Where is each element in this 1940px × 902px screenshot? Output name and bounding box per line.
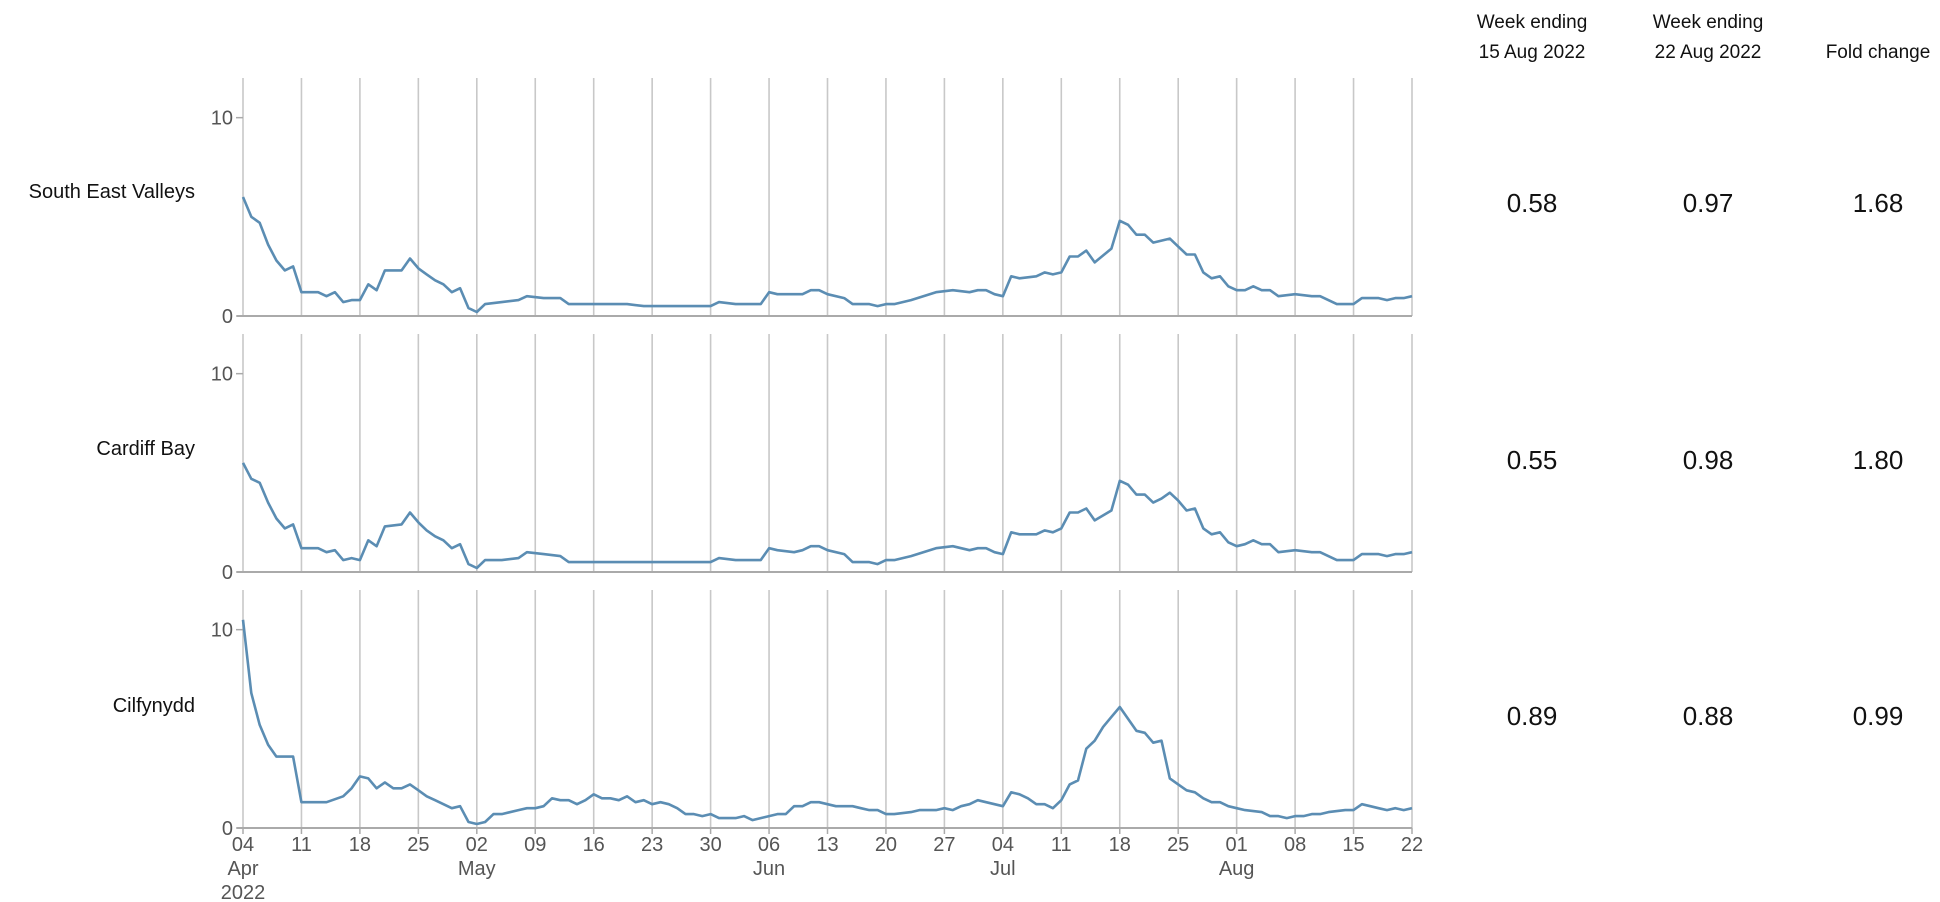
value-week-15-aug: 0.55 bbox=[1506, 445, 1558, 475]
x-tick-label-day: 18 bbox=[1109, 834, 1131, 856]
y-tick-label: 0 bbox=[222, 818, 233, 840]
row-label-cilfynydd: Cilfynydd bbox=[112, 695, 195, 717]
row-label-cardiff-bay: Cardiff Bay bbox=[96, 438, 195, 460]
x-tick-label-day: 22 bbox=[1401, 834, 1423, 856]
x-tick-label-month: Apr bbox=[227, 858, 258, 880]
y-tick-label: 0 bbox=[222, 562, 233, 584]
x-tick-label-day: 11 bbox=[291, 834, 312, 856]
x-tick-label-day: 02 bbox=[466, 834, 488, 856]
header-line: Week ending bbox=[1476, 12, 1588, 33]
value-fold-change: 1.80 bbox=[1852, 445, 1904, 475]
x-tick-label-day: 09 bbox=[524, 834, 546, 856]
header-line: Fold change bbox=[1825, 42, 1931, 63]
x-tick-label-day: 18 bbox=[349, 834, 371, 856]
series-line bbox=[241, 196, 1413, 314]
header-week-22-aug: Week ending 22 Aug 2022 bbox=[1628, 8, 1788, 68]
x-tick-label-day: 01 bbox=[1226, 834, 1248, 856]
header-line: Week ending bbox=[1652, 12, 1764, 33]
x-tick-label-month: Jun bbox=[753, 858, 785, 880]
value-week-15-aug: 0.89 bbox=[1506, 701, 1558, 731]
value-fold-change: 1.68 bbox=[1852, 188, 1904, 218]
x-tick-label-day: 06 bbox=[758, 834, 780, 856]
header-fold-change: Fold change bbox=[1798, 8, 1940, 68]
value-week-15-aug: 0.58 bbox=[1506, 188, 1558, 218]
y-tick-label: 10 bbox=[211, 108, 233, 130]
value-week-22-aug: 0.88 bbox=[1682, 701, 1734, 731]
x-tick-label-day: 13 bbox=[816, 834, 838, 856]
x-tick-label-day: 23 bbox=[641, 834, 663, 856]
header-week-15-aug: Week ending 15 Aug 2022 bbox=[1452, 8, 1612, 68]
series-line bbox=[241, 619, 1413, 826]
x-tick-label-day: 04 bbox=[232, 834, 254, 856]
x-tick-label-day: 16 bbox=[583, 834, 605, 856]
x-tick-label-day: 11 bbox=[1051, 834, 1072, 856]
value-fold-change: 0.99 bbox=[1852, 701, 1904, 731]
x-tick-label-month: Aug bbox=[1219, 858, 1255, 880]
series-line bbox=[241, 462, 1413, 570]
header-line: 22 Aug 2022 bbox=[1654, 42, 1762, 63]
x-tick-label-day: 04 bbox=[992, 834, 1014, 856]
x-tick-label-day: 20 bbox=[875, 834, 897, 856]
y-tick-label: 0 bbox=[222, 306, 233, 328]
x-tick-label-day: 25 bbox=[1167, 834, 1189, 856]
x-tick-label-year: 2022 bbox=[221, 882, 266, 902]
header-line bbox=[1798, 8, 1940, 38]
x-tick-label-month: Jul bbox=[990, 858, 1016, 880]
x-tick-label-month: May bbox=[458, 858, 496, 880]
x-tick-label-day: 15 bbox=[1342, 834, 1364, 856]
x-tick-label-day: 27 bbox=[933, 834, 955, 856]
value-week-22-aug: 0.97 bbox=[1682, 188, 1734, 218]
x-tick-label-day: 25 bbox=[407, 834, 429, 856]
x-tick-label-day: 30 bbox=[699, 834, 721, 856]
y-tick-label: 10 bbox=[211, 364, 233, 386]
x-tick-label-day: 08 bbox=[1284, 834, 1306, 856]
value-week-22-aug: 0.98 bbox=[1682, 445, 1734, 475]
y-tick-label: 10 bbox=[211, 620, 233, 642]
row-label-south-east-valleys: South East Valleys bbox=[28, 181, 195, 203]
header-line: 15 Aug 2022 bbox=[1478, 42, 1586, 63]
